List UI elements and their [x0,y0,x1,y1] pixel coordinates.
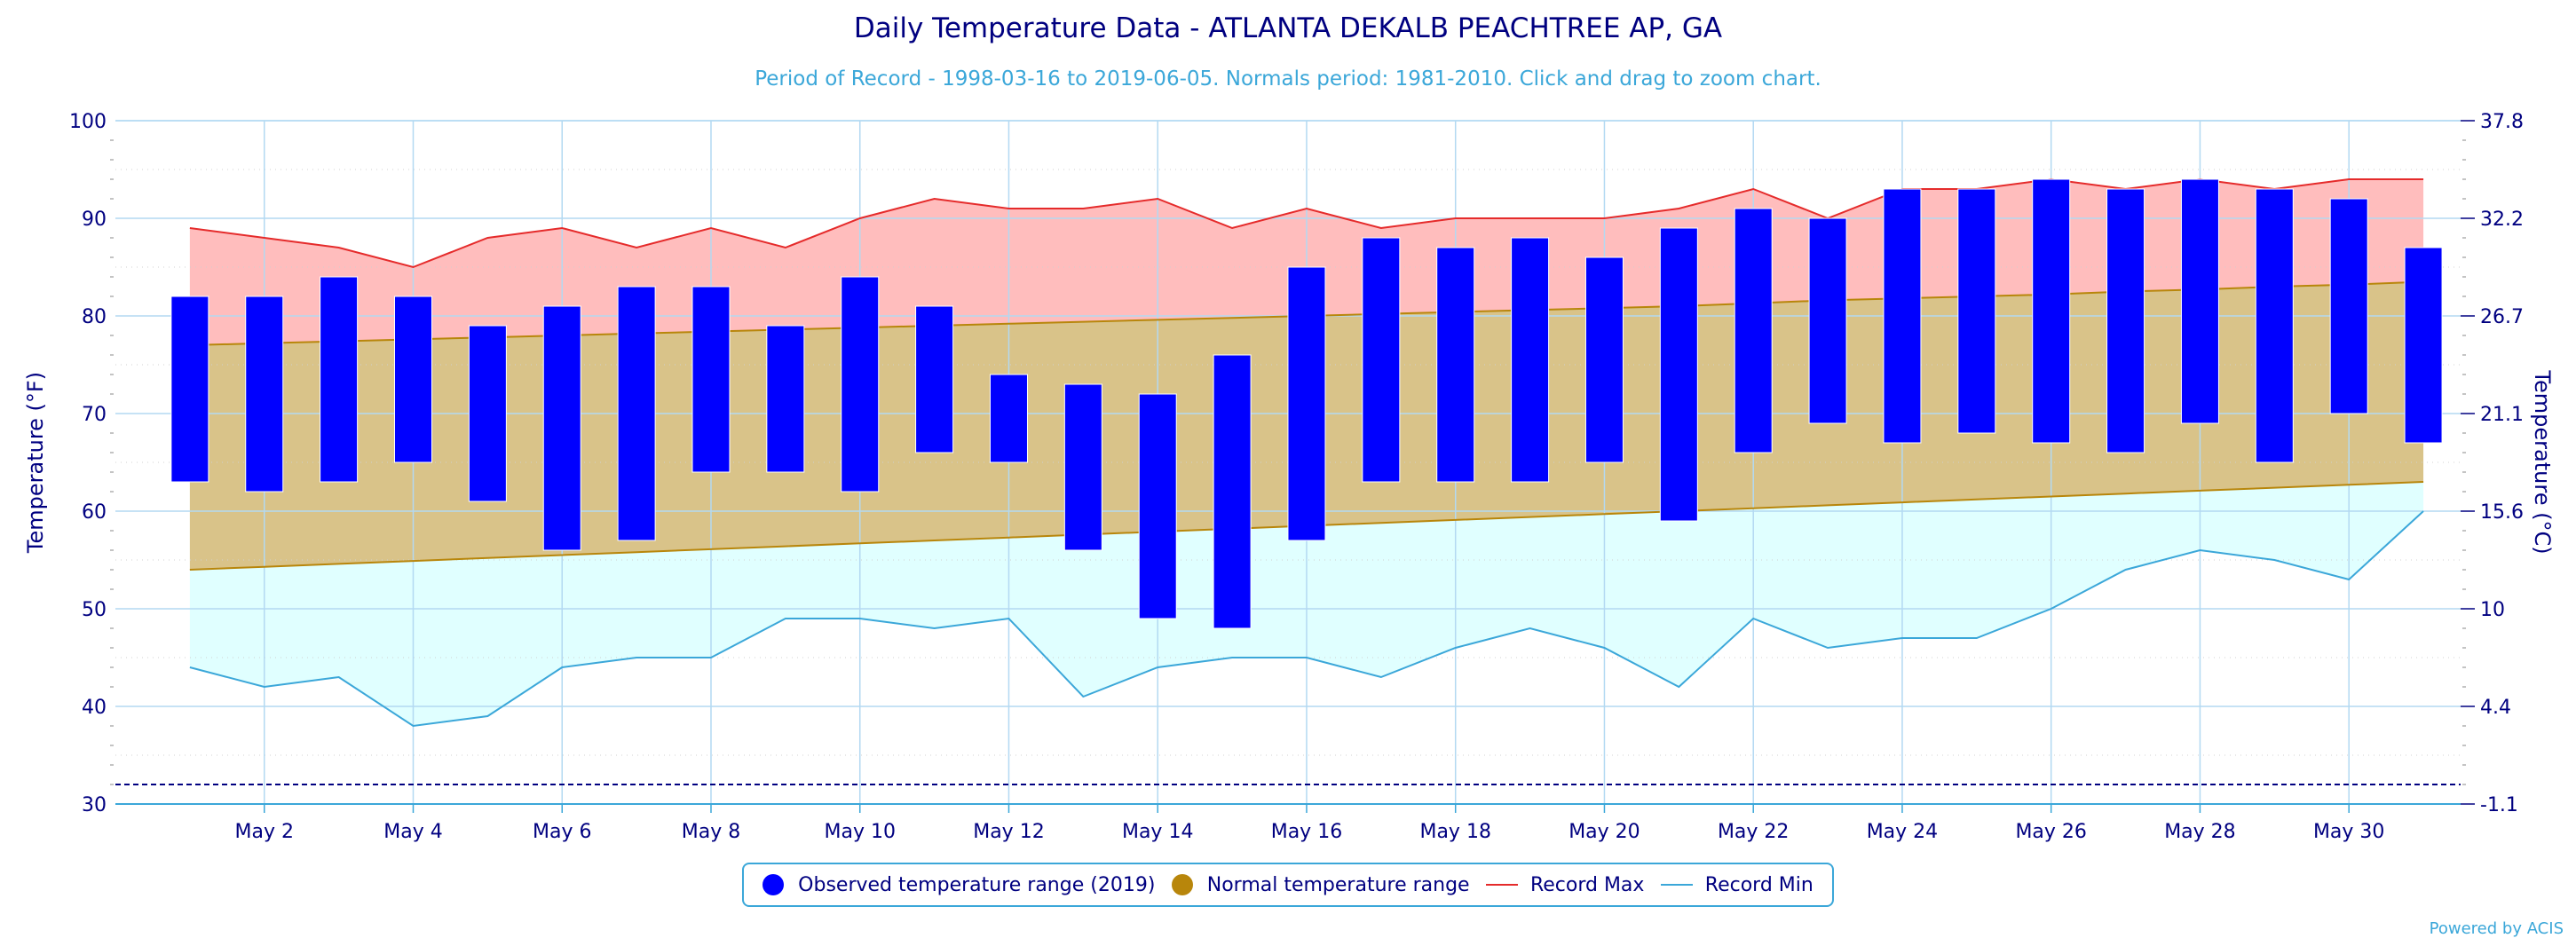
y-left-tick-label: 40 [82,697,107,719]
observed-bar[interactable] [2106,188,2145,453]
legend-observed-symbol [763,874,785,895]
observed-bar[interactable] [1883,188,1922,444]
observed-bar[interactable] [1436,247,1475,483]
credits-link[interactable]: Powered by ACIS [2429,919,2564,938]
observed-bar[interactable] [393,296,432,463]
y-left-tick-label: 80 [82,306,107,328]
x-tick-label: May 18 [1419,821,1490,843]
observed-bar[interactable] [1957,188,1996,434]
legend-observed-label: Observed temperature range (2019) [798,873,1156,896]
y-left-tick-label: 100 [69,111,107,133]
observed-bar[interactable] [617,286,656,541]
y-right-tick-label: 26.7 [2480,306,2524,328]
observed-bar[interactable] [2255,188,2294,463]
x-tick-label: May 22 [1718,821,1789,843]
observed-bar[interactable] [766,325,805,473]
record-min-line [189,510,2424,728]
x-tick-label: May 8 [682,821,740,843]
chart-title: Daily Temperature Data - ATLANTA DEKALB … [853,12,1723,44]
legend-item-normal[interactable]: Normal temperature range [1171,873,1470,896]
legend-normal-label: Normal temperature range [1206,873,1470,896]
observed-bar[interactable] [1138,393,1177,619]
observed-bar[interactable] [2032,178,2071,444]
observed-bar[interactable] [1511,237,1550,483]
y-right-tick-label: -1.1 [2480,794,2518,816]
observed-bar[interactable] [2404,247,2443,444]
observed-bar[interactable] [170,296,209,483]
observed-bar[interactable] [1362,237,1401,483]
observed-bar[interactable] [1808,217,1847,424]
observed-bar[interactable] [2329,198,2368,414]
y-right-axis-title: Temperature (°C) [2530,369,2555,554]
x-tick-label: May 14 [1122,821,1193,843]
observed-bar[interactable] [245,296,284,493]
legend-record-min-label: Record Min [1704,873,1813,896]
chart-subtitle: Period of Record - 1998-03-16 to 2019-06… [755,67,1821,91]
observed-bar[interactable] [989,374,1028,463]
x-tick-label: May 2 [235,821,294,843]
legend-item-record-min[interactable]: Record Min [1660,873,1813,896]
x-tick-label: May 24 [1867,821,1938,843]
observed-bar[interactable] [2180,178,2219,424]
y-right-tick-label: 21.1 [2480,404,2524,426]
observed-bar[interactable] [1734,208,1773,453]
observed-bar[interactable] [1063,383,1102,551]
y-right-tick-label: 15.6 [2480,501,2524,524]
x-tick-label: May 6 [533,821,591,843]
y-left-axis-title: Temperature (°F) [23,372,48,554]
observed-bar[interactable] [1659,227,1698,522]
x-tick-label: May 20 [1569,821,1640,843]
observed-bar[interactable] [1584,256,1624,463]
chart-legend: Observed temperature range (2019) Normal… [742,863,1834,907]
legend-record-min-symbol [1660,884,1693,886]
legend-item-record-max[interactable]: Record Max [1485,873,1645,896]
y-left-tick-label: 30 [82,794,107,816]
x-tick-label: May 4 [383,821,442,843]
y-left-tick-label: 50 [82,599,107,621]
legend-normal-symbol [1171,874,1193,895]
legend-record-max-symbol [1485,884,1518,886]
y-right-tick-label: 10 [2480,599,2505,621]
x-tick-label: May 28 [2164,821,2235,843]
observed-bar[interactable] [542,305,581,551]
x-tick-label: May 16 [1271,821,1342,843]
observed-bar[interactable] [1213,354,1252,629]
observed-bar[interactable] [1287,266,1326,541]
x-tick-label: May 12 [973,821,1044,843]
legend-record-max-label: Record Max [1529,873,1645,896]
x-tick-label: May 26 [2015,821,2086,843]
legend-item-observed[interactable]: Observed temperature range (2019) [763,874,1155,896]
y-right-tick-label: 4.4 [2480,697,2511,719]
y-left-tick-label: 60 [82,501,107,524]
x-tick-label: May 30 [2313,821,2384,843]
observed-bar[interactable] [691,286,731,473]
y-right-tick-label: 32.2 [2480,209,2524,231]
observed-bar[interactable] [468,325,507,502]
y-left-tick-label: 90 [82,209,107,231]
observed-bar[interactable] [320,276,359,483]
observed-bar[interactable] [841,276,880,493]
x-tick-label: May 10 [824,821,895,843]
y-left-tick-label: 70 [82,404,107,426]
y-right-tick-label: 37.8 [2480,111,2524,133]
observed-bar[interactable] [915,305,954,453]
